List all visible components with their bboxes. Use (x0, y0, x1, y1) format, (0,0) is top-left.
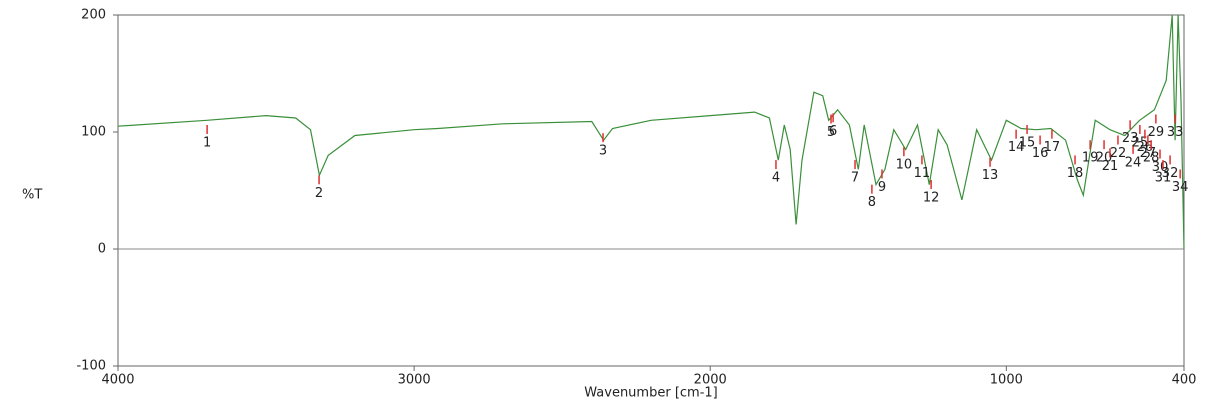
peak-label: 15 (1019, 135, 1036, 150)
peak-label: 13 (982, 168, 999, 183)
peak-label: 5 (827, 125, 835, 140)
peak-label: 1 (203, 135, 211, 150)
peak-label: 24 (1125, 155, 1142, 170)
peak-label: 31 (1155, 171, 1172, 186)
peak-label: 20 (1096, 151, 1113, 166)
peak-label: 17 (1044, 140, 1061, 155)
peak-label: 19 (1082, 151, 1099, 166)
x-tick-label: 2000 (694, 373, 727, 388)
peak-label: 10 (896, 158, 913, 173)
x-tick-label: 400 (1172, 373, 1197, 388)
peak-label: 8 (868, 195, 876, 210)
peak-label: 22 (1110, 146, 1127, 161)
peak-label: 26 (1137, 140, 1154, 155)
peak-label: 9 (878, 180, 886, 195)
peak-label: 18 (1067, 166, 1084, 181)
y-tick-label: 200 (81, 8, 106, 23)
spectrum-line (117, 14, 1185, 250)
y-tick-label: -100 (76, 359, 106, 374)
x-axis-label: Wavenumber [cm-1] (584, 386, 717, 401)
x-tick-label: 4000 (101, 373, 134, 388)
peak-label: 3 (599, 144, 607, 159)
peak-label: 2 (315, 186, 323, 201)
peak-label: 7 (851, 171, 859, 186)
peak-label: 27 (1140, 146, 1157, 161)
peak-label: 33 (1167, 125, 1184, 140)
x-tick-label: 3000 (398, 373, 431, 388)
peak-label: 34 (1172, 180, 1189, 195)
peak-label: 32 (1162, 166, 1179, 181)
plot-frame (117, 14, 1185, 367)
peak-label: 29 (1148, 125, 1165, 140)
y-axis-label: %T (22, 188, 42, 203)
peak-label: 28 (1143, 151, 1160, 166)
peak-label: 14 (1008, 140, 1025, 155)
peak-label: 11 (914, 166, 931, 181)
x-tick-label: 1000 (990, 373, 1023, 388)
peak-label: 4 (772, 171, 780, 186)
peak-label: 21 (1102, 159, 1119, 174)
peak-label: 25 (1132, 135, 1149, 150)
peak-label: 6 (829, 124, 837, 139)
peak-label: 12 (923, 190, 940, 205)
peak-label: 23 (1122, 131, 1139, 146)
peak-label: 16 (1032, 146, 1049, 161)
y-tick-label: 100 (81, 125, 106, 140)
peak-label: 30 (1152, 160, 1169, 175)
y-tick-label: 0 (98, 242, 106, 257)
